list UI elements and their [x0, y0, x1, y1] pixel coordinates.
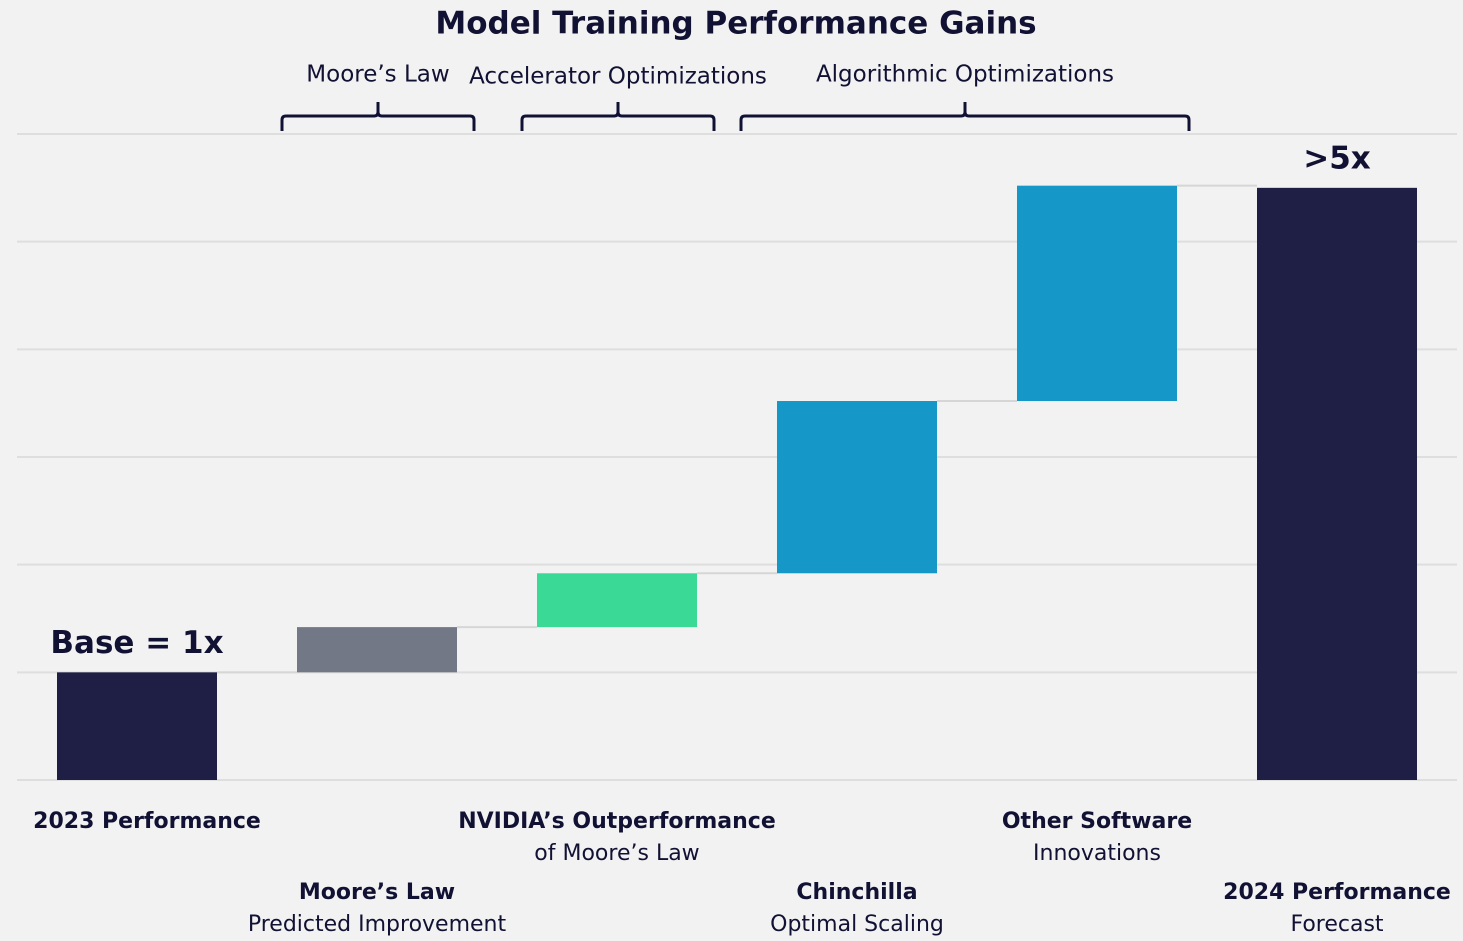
x-tick-sublabel: Optimal Scaling — [770, 912, 944, 937]
x-tick-sublabel: Innovations — [1033, 841, 1161, 866]
bar — [1017, 185, 1177, 402]
x-tick-sublabel: Predicted Improvement — [248, 912, 507, 937]
x-tick-label: 2023 Performance — [33, 809, 261, 834]
bar — [537, 573, 697, 628]
bar — [297, 627, 457, 673]
chart-title: Model Training Performance Gains — [435, 6, 1036, 42]
x-tick-label: Moore’s Law — [299, 880, 455, 905]
data-label: >5x — [1303, 140, 1371, 176]
bracket — [280, 102, 476, 131]
bar — [1257, 187, 1417, 781]
bracket — [739, 102, 1191, 131]
x-tick-sublabel: of Moore’s Law — [534, 841, 699, 866]
x-tick-label: 2024 Performance — [1223, 880, 1451, 905]
group-label: Moore’s Law — [306, 62, 449, 88]
x-tick-label: Chinchilla — [796, 880, 917, 905]
x-tick-label: Other Software — [1002, 809, 1192, 834]
bar — [57, 672, 217, 780]
bar — [777, 401, 937, 574]
data-label: Base = 1x — [50, 625, 223, 661]
x-tick-sublabel: Forecast — [1290, 912, 1383, 937]
bracket — [520, 102, 716, 131]
group-label: Accelerator Optimizations — [469, 64, 767, 90]
x-tick-label: NVIDIA’s Outperformance — [458, 809, 776, 834]
group-label: Algorithmic Optimizations — [816, 62, 1114, 88]
